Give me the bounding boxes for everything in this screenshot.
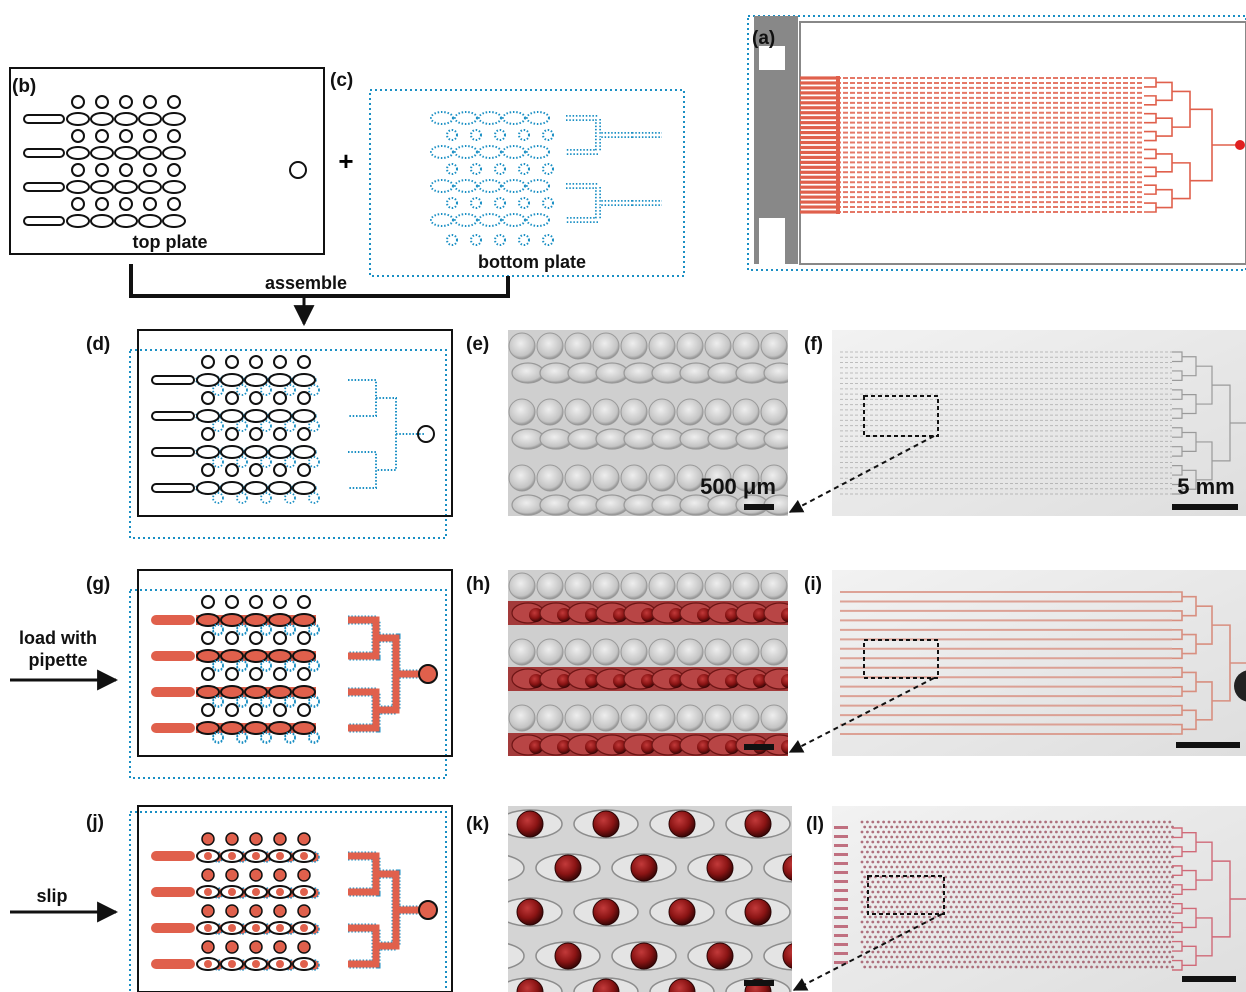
scale-label-f: 5 mm <box>1177 474 1234 499</box>
panel-l-label: (l) <box>806 814 824 835</box>
panel-f: (f) 5 mm <box>788 330 1246 516</box>
panel-j: (j) slip <box>10 805 453 992</box>
panel-h: (h) <box>466 570 788 756</box>
zoom-arrow-f <box>788 435 935 513</box>
load-label-1: load with <box>19 628 97 648</box>
panel-d: (d) <box>86 329 453 539</box>
bottom-plate-label: bottom plate <box>478 252 586 272</box>
slip-label: slip <box>36 886 67 906</box>
panel-g: (g) load with pipette <box>10 569 453 779</box>
micrograph-k <box>508 806 792 992</box>
scale-bar-h <box>744 744 774 750</box>
panel-g-label: (g) <box>86 574 110 595</box>
scale-label-e: 500 μm <box>700 474 776 499</box>
panel-i-label: (i) <box>804 574 822 595</box>
inlet-hole <box>289 161 307 179</box>
scale-bar-i <box>1176 742 1240 748</box>
panel-j-label: (j) <box>86 812 104 833</box>
inlet-drop <box>1234 670 1246 702</box>
panel-l: (l) <box>792 806 1246 992</box>
panel-i: (i) <box>788 570 1246 756</box>
zoom-box-l <box>867 875 945 915</box>
distribution-tree <box>1144 77 1245 213</box>
assembled-device <box>151 355 435 504</box>
micrograph-e <box>508 330 788 516</box>
slipped-device <box>151 832 438 971</box>
panel-c-label: (c) <box>330 70 353 91</box>
assemble-connector: assemble <box>129 264 510 327</box>
scale-bar-e <box>744 504 774 510</box>
panel-b-label: (b) <box>12 76 36 97</box>
zoom-box-f <box>863 395 939 437</box>
micrograph-l <box>832 806 1246 992</box>
scale-bar-l <box>1182 976 1236 982</box>
loaded-device <box>151 595 438 744</box>
panel-b: (b) top plate <box>9 67 325 255</box>
panel-k-label: (k) <box>466 814 489 835</box>
panel-e: (e) 500 μm <box>466 330 788 516</box>
top-plate-label: top plate <box>133 232 208 252</box>
assemble-label: assemble <box>265 273 347 293</box>
scale-bar-k <box>744 980 774 986</box>
micrograph-i <box>832 570 1246 756</box>
panel-c: (c) bottom plate <box>330 70 685 277</box>
channel-array <box>836 77 1144 213</box>
panel-a-label: (a) <box>752 28 775 49</box>
micrograph-h <box>508 570 788 756</box>
zoom-arrow-l <box>792 913 943 991</box>
zoom-box-i <box>863 639 939 679</box>
scale-bar-f <box>1172 504 1238 510</box>
inlet-fingers <box>800 76 840 214</box>
panel-e-label: (e) <box>466 334 489 355</box>
panel-k: (k) <box>466 806 792 992</box>
bottom-plate-pattern <box>430 111 662 246</box>
plus-sign: + <box>338 146 353 176</box>
panel-f-label: (f) <box>804 334 823 355</box>
load-label-2: pipette <box>28 650 87 670</box>
top-plate-pattern <box>23 95 186 228</box>
panel-h-label: (h) <box>466 574 490 595</box>
panel-d-label: (d) <box>86 334 110 355</box>
panel-a: (a) <box>747 15 1246 271</box>
